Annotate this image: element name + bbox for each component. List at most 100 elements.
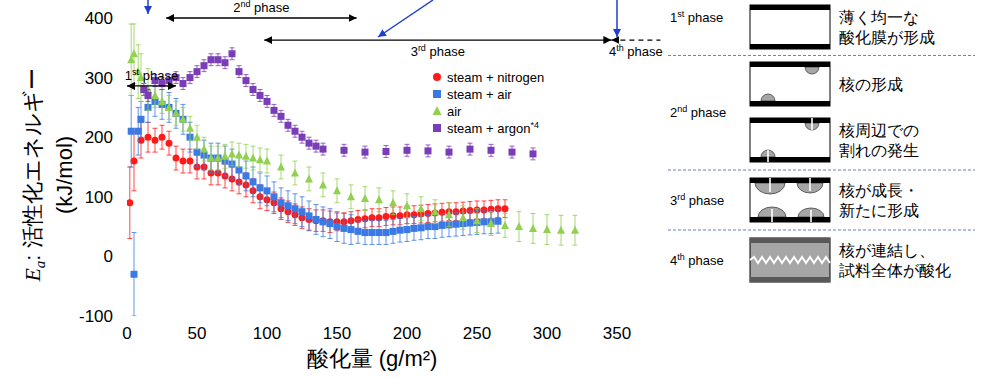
series-group — [127, 122, 509, 238]
oxide-film — [750, 157, 830, 162]
text-span: phase — [685, 253, 724, 268]
phase-arrow — [264, 39, 611, 40]
phase-label: 3rd phase — [411, 43, 465, 59]
error-bar — [300, 131, 305, 143]
step-text: 酸化膜が形成 — [839, 29, 935, 46]
error-bar — [127, 167, 132, 239]
step-text: 新たに形成 — [839, 202, 919, 219]
error-bar — [531, 148, 536, 160]
error-bar — [363, 146, 368, 158]
text-span: 4 — [670, 253, 677, 268]
data-point — [229, 50, 236, 57]
x-tick-label: 100 — [253, 324, 281, 343]
data-point — [355, 228, 362, 235]
data-point — [432, 223, 439, 230]
error-bar — [129, 95, 134, 167]
text-span: E — [20, 268, 45, 283]
data-point — [236, 68, 243, 75]
data-point — [250, 86, 257, 93]
text-span: rd — [677, 192, 685, 202]
data-point — [145, 92, 152, 99]
text-span: phase — [685, 193, 724, 208]
oxide-film — [750, 277, 830, 282]
data-point — [299, 208, 306, 215]
data-point — [459, 213, 467, 221]
text-span: nd — [240, 0, 250, 9]
text-span: phase — [251, 0, 290, 15]
data-point — [445, 210, 453, 218]
data-point — [242, 152, 250, 160]
error-bar — [272, 182, 277, 212]
text-span: 1 — [670, 10, 677, 25]
pointer-arrow — [147, 0, 149, 14]
data-point — [291, 168, 299, 176]
x-axis-title: 酸化量 (g/m²) — [307, 346, 438, 371]
data-point — [235, 151, 243, 159]
crack — [767, 150, 769, 162]
error-bar — [286, 191, 291, 221]
error-bar — [510, 146, 515, 158]
step-text: 核の形成 — [838, 76, 903, 93]
data-point — [473, 216, 481, 224]
data-point — [404, 226, 411, 233]
y-tick-label: 200 — [85, 128, 113, 147]
data-point — [502, 205, 509, 212]
error-bar — [426, 215, 431, 239]
data-point — [208, 155, 215, 162]
phase-name: 4th phase — [670, 252, 724, 268]
data-point — [193, 133, 201, 141]
error-bar — [468, 211, 473, 235]
crack — [809, 178, 811, 191]
data-point — [285, 122, 292, 129]
error-bar — [286, 119, 291, 131]
oxide-film — [750, 178, 830, 183]
data-point — [138, 116, 145, 123]
data-point — [173, 110, 180, 117]
step-text: 試料全体が酸化 — [839, 262, 951, 279]
error-bar — [279, 110, 284, 122]
error-bar — [454, 212, 459, 236]
crack — [811, 118, 813, 130]
crack — [810, 210, 812, 222]
data-point — [186, 124, 194, 132]
data-point — [347, 192, 355, 200]
legend-swatch — [433, 90, 441, 98]
data-point — [180, 158, 187, 165]
phase-name: 2nd phase — [670, 104, 726, 120]
data-point — [481, 218, 488, 225]
error-bar — [440, 213, 445, 237]
text-span: rd — [418, 43, 426, 53]
error-bar — [132, 233, 137, 316]
text-span: phase — [687, 105, 726, 120]
error-bar — [482, 210, 487, 234]
data-point — [383, 229, 390, 236]
data-point — [179, 115, 187, 123]
sample-body — [750, 62, 830, 106]
error-bar — [384, 146, 389, 158]
data-point — [418, 224, 425, 231]
sample-box — [750, 118, 830, 162]
phase-diagram: 薄く均一な酸化膜が形成1st phase核の形成核周辺での割れの発生2nd ph… — [668, 5, 975, 282]
legend-swatch — [433, 124, 441, 132]
phase-name: 1st phase — [670, 9, 723, 25]
error-bar — [188, 149, 193, 173]
error-bar — [342, 144, 347, 156]
data-point — [341, 147, 348, 154]
text-span: phase — [139, 68, 178, 83]
text-span: 1 — [125, 68, 132, 83]
error-bar — [244, 75, 249, 87]
y-axis-title: Ea: 活性化エネルギー — [20, 68, 48, 282]
data-point — [180, 80, 187, 87]
data-point — [257, 184, 264, 191]
legend: steam + nitrogensteam + airairsteam + ar… — [433, 70, 545, 136]
data-point — [172, 109, 180, 117]
data-point — [389, 198, 397, 206]
text-span: th — [677, 252, 685, 262]
data-point — [306, 212, 313, 219]
error-bar — [251, 84, 256, 96]
oxide-film — [750, 101, 830, 106]
remaining-metal — [750, 257, 830, 263]
data-point — [152, 137, 159, 144]
x-tick-label: 0 — [122, 324, 131, 343]
data-point — [166, 140, 173, 147]
